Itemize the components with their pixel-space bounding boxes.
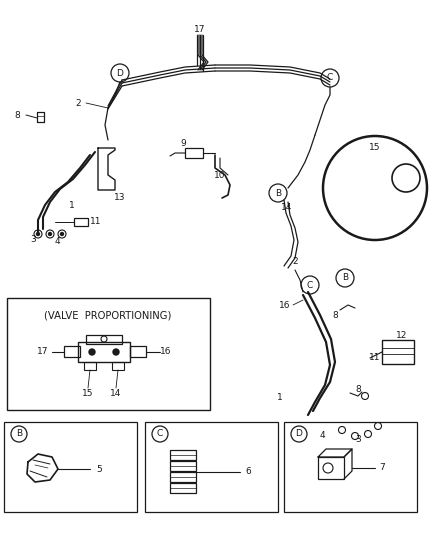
Bar xyxy=(112,362,124,370)
Text: 8: 8 xyxy=(332,311,338,319)
Circle shape xyxy=(60,232,64,236)
Bar xyxy=(84,362,96,370)
Text: 9: 9 xyxy=(180,139,186,148)
Text: 8: 8 xyxy=(355,385,361,394)
Text: 5: 5 xyxy=(96,464,102,473)
Bar xyxy=(284,422,417,512)
Text: 11: 11 xyxy=(90,217,102,227)
Text: 15: 15 xyxy=(369,143,381,152)
Circle shape xyxy=(113,349,119,355)
Text: 11: 11 xyxy=(369,353,381,362)
Bar xyxy=(318,457,344,479)
Circle shape xyxy=(49,232,52,236)
Text: 3: 3 xyxy=(355,435,361,445)
Bar xyxy=(145,422,278,512)
Text: 3: 3 xyxy=(30,236,36,245)
Text: 10: 10 xyxy=(214,171,226,180)
Bar xyxy=(74,218,88,226)
Text: 13: 13 xyxy=(114,193,126,203)
Bar xyxy=(78,342,130,362)
Text: 4: 4 xyxy=(54,238,60,246)
Circle shape xyxy=(89,349,95,355)
Text: D: D xyxy=(296,430,302,439)
Text: 1: 1 xyxy=(69,200,75,209)
Text: B: B xyxy=(16,430,22,439)
Bar xyxy=(4,422,137,512)
Text: 17: 17 xyxy=(194,26,206,35)
Text: 1: 1 xyxy=(277,393,283,402)
Text: 17: 17 xyxy=(37,348,49,357)
Text: C: C xyxy=(327,74,333,83)
Bar xyxy=(64,346,80,357)
Text: 8: 8 xyxy=(14,110,20,119)
Bar xyxy=(170,483,196,493)
Circle shape xyxy=(36,232,39,236)
Text: 4: 4 xyxy=(319,431,325,440)
Bar xyxy=(7,298,210,410)
Bar xyxy=(86,335,122,344)
Text: 14: 14 xyxy=(281,204,293,213)
Bar xyxy=(170,461,196,471)
Text: B: B xyxy=(275,189,281,198)
Text: 14: 14 xyxy=(110,390,122,399)
Text: 12: 12 xyxy=(396,330,408,340)
Text: C: C xyxy=(307,280,313,289)
Bar xyxy=(170,472,196,482)
Bar xyxy=(382,340,414,364)
Text: (VALVE  PROPORTIONING): (VALVE PROPORTIONING) xyxy=(44,310,172,320)
Text: 2: 2 xyxy=(292,257,298,266)
Text: 16: 16 xyxy=(160,348,172,357)
Bar xyxy=(185,148,203,158)
Text: D: D xyxy=(117,69,124,77)
Text: C: C xyxy=(157,430,163,439)
Text: 15: 15 xyxy=(82,390,94,399)
Bar xyxy=(130,346,146,357)
Text: B: B xyxy=(342,273,348,282)
Text: 2: 2 xyxy=(75,99,81,108)
Text: 6: 6 xyxy=(245,467,251,477)
Text: 16: 16 xyxy=(279,301,291,310)
Text: 7: 7 xyxy=(379,464,385,472)
Bar xyxy=(170,450,196,460)
